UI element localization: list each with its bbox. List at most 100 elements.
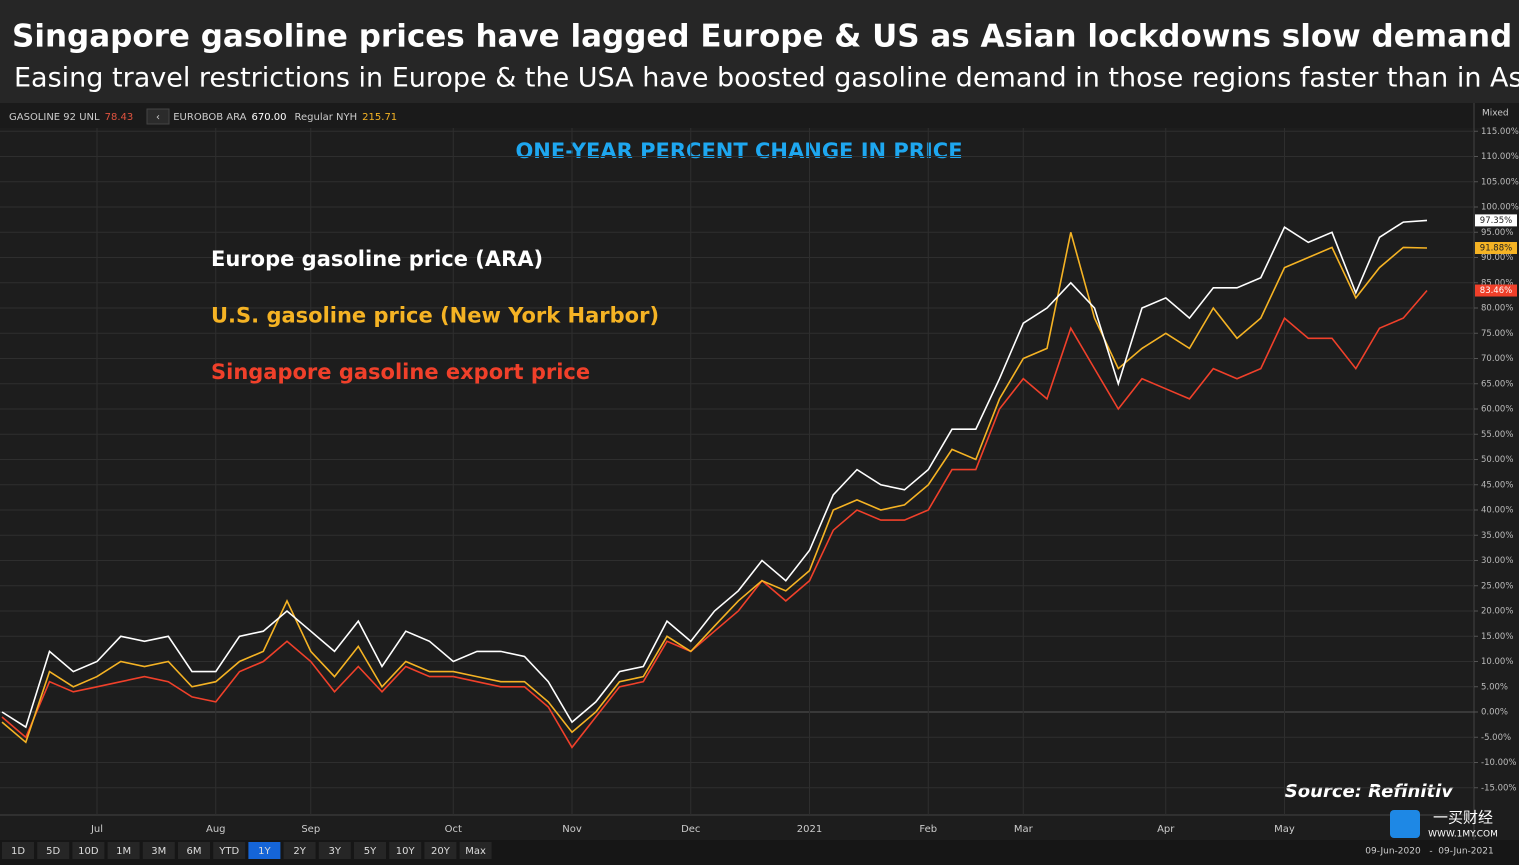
last-value-tag (1475, 242, 1517, 255)
y-tick-label: 100.00% (1481, 203, 1519, 213)
y-tick-label: 40.00% (1481, 506, 1513, 516)
range-button[interactable] (72, 842, 105, 859)
instrument-price: 78.43 (105, 112, 134, 123)
y-tick-label: 75.00% (1481, 329, 1513, 339)
x-tick-label: Jul (90, 824, 103, 835)
x-tick-label: Feb (919, 824, 937, 835)
range-button[interactable] (283, 842, 316, 859)
x-tick-label: Dec (681, 824, 700, 835)
y-tick-label: 20.00% (1481, 607, 1513, 617)
range-button[interactable] (213, 842, 246, 859)
y-tick-label: 10.00% (1481, 657, 1513, 667)
y-tick-label: 35.00% (1481, 531, 1513, 541)
logo-icon (1390, 810, 1420, 838)
y-tick-label: 60.00% (1481, 405, 1513, 415)
range-label: 6M (187, 846, 202, 857)
header-bg (0, 0, 1519, 103)
y-tick-label: 30.00% (1481, 556, 1513, 566)
date-from[interactable]: 09-Jun-2020 (1365, 847, 1421, 857)
series-line (1, 289, 1428, 749)
instrument-price: 215.71 (362, 112, 397, 123)
range-button[interactable] (424, 842, 457, 859)
y-tick-label: 105.00% (1481, 177, 1519, 187)
range-label: 10D (78, 846, 99, 857)
x-tick-label: Apr (1157, 824, 1175, 835)
chart-bg (0, 103, 1519, 865)
collapse-button[interactable] (146, 108, 170, 125)
legend-entry: Singapore gasoline export price (211, 360, 590, 384)
y-tick-label: 25.00% (1481, 581, 1513, 591)
last-value-label: 91.88% (1480, 244, 1512, 254)
range-button[interactable] (248, 842, 281, 859)
range-label: 20Y (431, 846, 451, 857)
source: Source: Refinitiv (1285, 781, 1454, 802)
subtitle: Easing travel restrictions in Europe & t… (14, 63, 1519, 94)
y-tick-label: 0.00% (1481, 708, 1508, 718)
toolbar-bg (0, 103, 1519, 128)
y-tick-label: 65.00% (1481, 379, 1513, 389)
legend-entry: U.S. gasoline price (New York Harbor) (211, 304, 659, 328)
range-label: YTD (218, 846, 239, 857)
series-line (1, 232, 1428, 744)
y-tick-label: 115.00% (1481, 127, 1519, 137)
y-tick-label: -5.00% (1481, 733, 1511, 743)
y-tick-label: -15.00% (1481, 783, 1516, 793)
instrument-name: GASOLINE 92 UNL (9, 112, 100, 123)
range-button[interactable] (107, 842, 140, 859)
range-label: 1M (116, 846, 131, 857)
instrument-name: Regular NYH (295, 112, 358, 123)
range-button[interactable] (459, 842, 492, 859)
x-tick-label: Mar (1014, 824, 1034, 835)
range-button[interactable] (2, 842, 34, 859)
x-tick-label: Aug (206, 824, 226, 835)
y-tick-label: 85.00% (1481, 278, 1513, 288)
range-button[interactable] (37, 842, 70, 859)
logo-name: 一买财经 (1433, 809, 1493, 827)
range-button[interactable] (178, 842, 210, 859)
instrument-name: EUROBOB ARA (173, 112, 246, 123)
y-tick-label: 80.00% (1481, 304, 1513, 314)
logo-url: WWW.1MY.COM (1428, 830, 1498, 840)
y-tick-label: 70.00% (1481, 354, 1513, 364)
last-value-tag (1475, 284, 1517, 297)
range-label: 10Y (396, 846, 416, 857)
last-value-tag (1475, 214, 1517, 227)
y-tick-label: -10.00% (1481, 758, 1516, 768)
last-value-label: 97.35% (1480, 216, 1512, 226)
title: Singapore gasoline prices have lagged Eu… (12, 19, 1519, 55)
range-label: 1D (11, 846, 25, 857)
x-tick-label: Sep (301, 824, 320, 835)
x-tick-label: May (1274, 824, 1295, 835)
y-tick-label: 95.00% (1481, 228, 1513, 238)
range-label: 2Y (293, 846, 306, 857)
range-button[interactable] (354, 842, 386, 859)
range-label: 5Y (364, 846, 377, 857)
scale-mode[interactable]: Mixed (1482, 109, 1509, 119)
range-button[interactable] (318, 842, 351, 859)
date-sep: - (1429, 847, 1432, 857)
range-label: 5D (46, 846, 60, 857)
chevron: ‹ (156, 112, 160, 123)
series-line (1, 219, 1428, 729)
y-tick-label: 50.00% (1481, 455, 1513, 465)
x-tick-label: Nov (562, 824, 582, 835)
legend-entry: Europe gasoline price (ARA) (211, 247, 543, 271)
last-value-label: 83.46% (1480, 286, 1512, 296)
y-tick-label: 15.00% (1481, 632, 1513, 642)
y-tick-label: 45.00% (1481, 480, 1513, 490)
y-tick-label: 5.00% (1481, 682, 1508, 692)
range-button[interactable] (142, 842, 175, 859)
chart-heading: ONE-YEAR PERCENT CHANGE IN PRICE (515, 139, 962, 163)
range-label: 1Y (258, 846, 271, 857)
date-to[interactable]: 09-Jun-2021 (1438, 847, 1493, 857)
range-label: 3Y (329, 846, 342, 857)
y-tick-label: 110.00% (1481, 152, 1519, 162)
instrument-price: 670.00 (252, 112, 287, 123)
x-tick-label: Oct (445, 824, 462, 835)
y-tick-label: 90.00% (1481, 253, 1513, 263)
y-tick-label: 55.00% (1481, 430, 1513, 440)
range-button[interactable] (389, 842, 422, 859)
range-label: 3M (151, 846, 166, 857)
